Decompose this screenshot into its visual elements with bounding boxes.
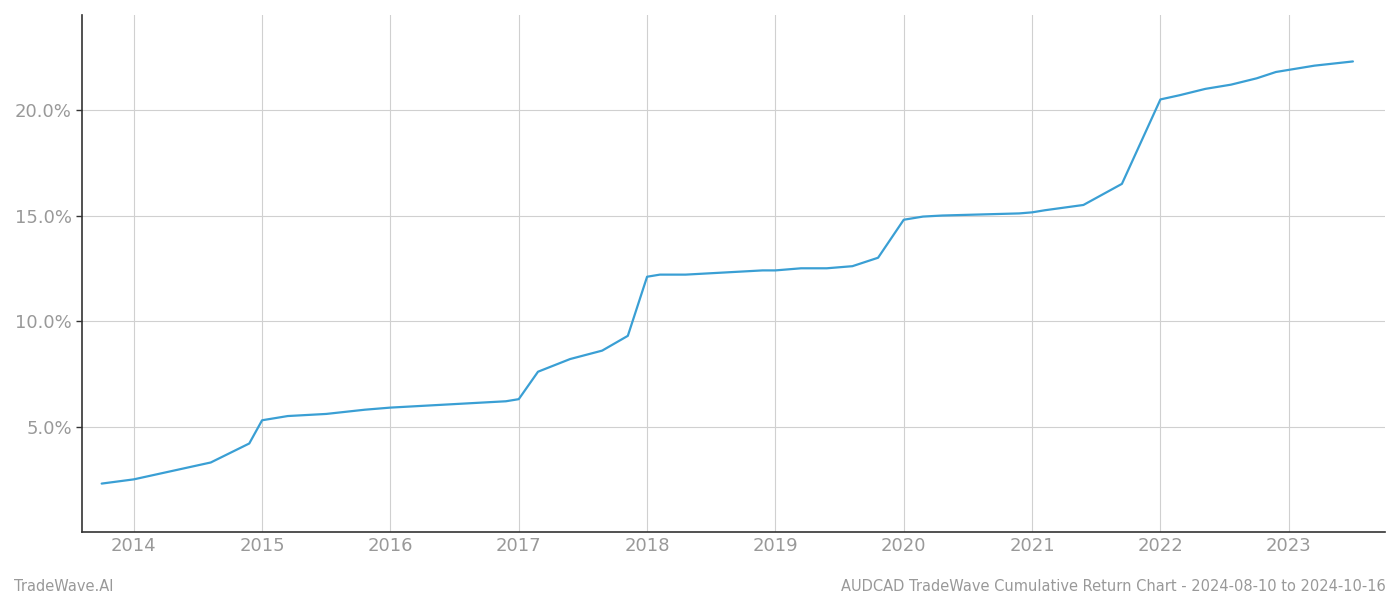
Text: TradeWave.AI: TradeWave.AI [14,579,113,594]
Text: AUDCAD TradeWave Cumulative Return Chart - 2024-08-10 to 2024-10-16: AUDCAD TradeWave Cumulative Return Chart… [841,579,1386,594]
